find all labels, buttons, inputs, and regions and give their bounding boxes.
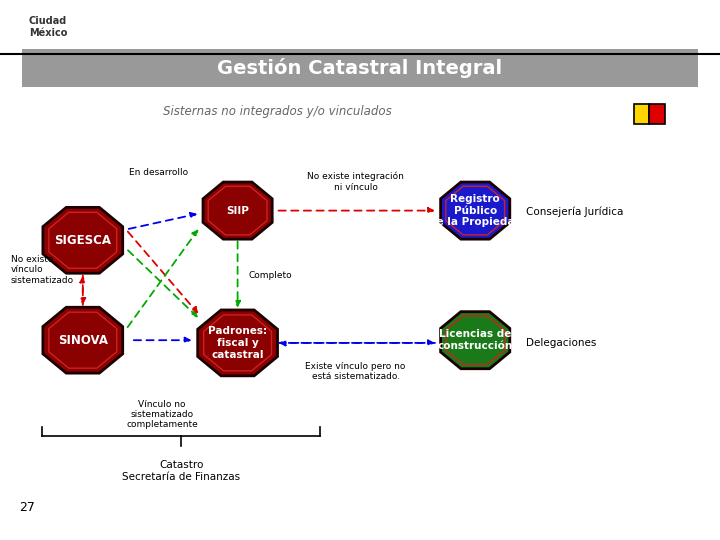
FancyBboxPatch shape	[22, 49, 698, 87]
Polygon shape	[198, 310, 277, 376]
Text: Ciudad
México: Ciudad México	[29, 16, 67, 38]
Text: 27: 27	[19, 501, 35, 514]
Text: Delegaciones: Delegaciones	[526, 338, 596, 348]
FancyBboxPatch shape	[649, 104, 665, 124]
Text: Licencias de
construcción: Licencias de construcción	[438, 329, 513, 351]
Text: No existe
vínculo
sistematizado: No existe vínculo sistematizado	[11, 255, 74, 285]
Polygon shape	[49, 312, 117, 368]
Text: En desarrollo: En desarrollo	[129, 168, 188, 177]
Text: SIIP: SIIP	[226, 206, 249, 215]
Polygon shape	[441, 312, 510, 369]
Text: Vínculo no
sistematizado
completamente: Vínculo no sistematizado completamente	[126, 400, 198, 429]
Polygon shape	[446, 316, 505, 364]
Polygon shape	[208, 186, 267, 235]
Text: Sisternas no integrados y/o vinculados: Sisternas no integrados y/o vinculados	[163, 105, 392, 118]
Text: Registro
Público
de la Propiedad: Registro Público de la Propiedad	[428, 194, 522, 227]
Polygon shape	[43, 207, 122, 273]
Text: Catastro
Secretaría de Finanzas: Catastro Secretaría de Finanzas	[122, 460, 240, 482]
Polygon shape	[441, 182, 510, 239]
Polygon shape	[203, 182, 272, 239]
Polygon shape	[446, 186, 505, 235]
FancyBboxPatch shape	[634, 104, 649, 124]
Polygon shape	[49, 212, 117, 268]
Polygon shape	[204, 315, 271, 371]
Text: Completo: Completo	[248, 271, 292, 280]
Text: Padrones:
fiscal y
catastral: Padrones: fiscal y catastral	[208, 326, 267, 360]
Text: SIGESCA: SIGESCA	[54, 234, 112, 247]
Text: No existe integración
ni vínculo: No existe integración ni vínculo	[307, 172, 404, 192]
Polygon shape	[43, 307, 122, 373]
Text: SINOVA: SINOVA	[58, 334, 108, 347]
Text: Existe vínculo pero no
está sistematizado.: Existe vínculo pero no está sistematizad…	[305, 362, 406, 381]
Text: Gestión Catastral Integral: Gestión Catastral Integral	[217, 58, 503, 78]
Text: Consejería Jurídica: Consejería Jurídica	[526, 206, 623, 217]
